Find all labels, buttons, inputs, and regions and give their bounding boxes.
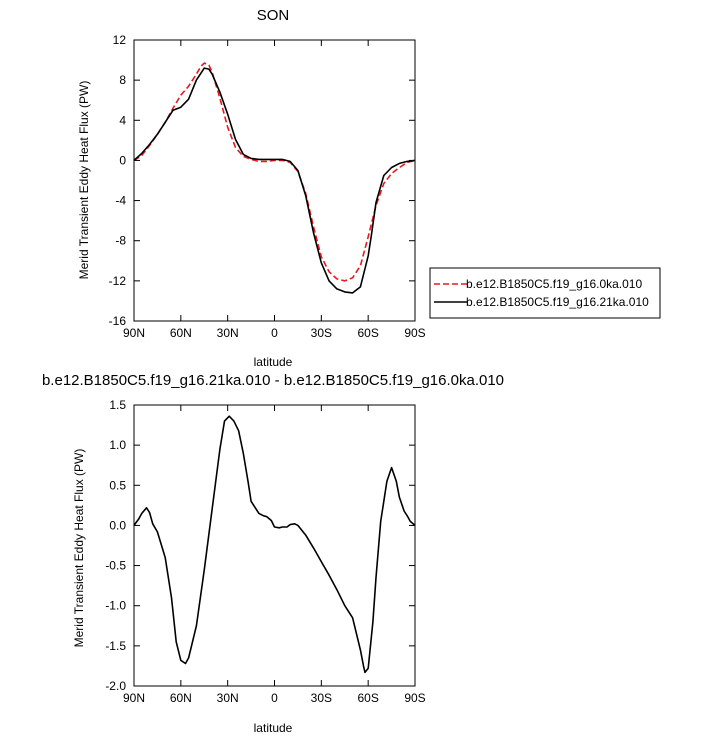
bottom-y-tick-label: 1.5 <box>109 398 126 412</box>
top-y-tick-label: 12 <box>113 33 127 47</box>
top-x-tick-label: 30N <box>217 326 239 340</box>
bottom-y-tick-label: -2.0 <box>105 679 126 693</box>
bottom-y-tick-label: -0.5 <box>105 559 126 573</box>
top-y-tick-label: -8 <box>115 234 126 248</box>
top-series-line-0 <box>133 62 416 282</box>
bottom-x-tick-label: 90N <box>123 691 145 705</box>
bottom-ticks-group: 90N 60N 30N 0 30S 60S 90S 1.5 1.0 0.5 0.0 -0.5 -1.0 -… <box>105 398 425 705</box>
legend-frame <box>429 267 661 319</box>
top-y-axis-label: Merid Transient Eddy Heat Flux (PW) <box>77 81 91 280</box>
top-panel: SON 90N 60N 30N 0 30S 60S 90S 12 8 4 0 -4 -8 -12 -16 l… <box>77 7 661 369</box>
bottom-x-tick-label: 90S <box>404 691 425 705</box>
bottom-x-tick-label: 0 <box>271 691 278 705</box>
top-series-line-1 <box>133 67 416 294</box>
top-x-tick-label: 60N <box>170 326 192 340</box>
top-y-tick-label: -4 <box>115 194 126 208</box>
top-y-tick-label: -16 <box>109 314 127 328</box>
top-x-tick-label: 60S <box>357 326 378 340</box>
bottom-series-line-0 <box>133 415 416 674</box>
legend-label-0ka: b.e12.B1850C5.f19_g16.0ka.010 <box>466 277 642 291</box>
top-y-tick-label: -12 <box>109 274 127 288</box>
top-ticks-group: 90N 60N 30N 0 30S 60S 90S 12 8 4 0 -4 -8 -12 -16 <box>109 33 426 340</box>
top-x-tick-label: 0 <box>271 326 278 340</box>
legend-label-21ka: b.e12.B1850C5.f19_g16.21ka.010 <box>466 295 649 309</box>
top-y-tick-label: 0 <box>119 153 126 167</box>
bottom-x-tick-label: 30S <box>311 691 332 705</box>
top-x-tick-label: 90N <box>123 326 145 340</box>
bottom-chart-title: b.e12.B1850C5.f19_g16.21ka.010 - b.e12.B… <box>42 372 504 389</box>
bottom-x-tick-label: 30N <box>217 691 239 705</box>
bottom-x-axis-label: latitude <box>254 721 293 735</box>
top-x-tick-label: 90S <box>404 326 425 340</box>
top-chart-title: SON <box>257 7 290 24</box>
bottom-y-tick-label: 0.0 <box>109 518 126 532</box>
bottom-y-tick-label: -1.0 <box>105 599 126 613</box>
top-y-tick-label: 4 <box>119 113 126 127</box>
top-y-tick-label: 8 <box>119 73 126 87</box>
bottom-y-axis-label: Merid Transient Eddy Heat Flux (PW) <box>72 449 86 648</box>
bottom-y-tick-label: 0.5 <box>109 478 126 492</box>
bottom-x-tick-label: 60N <box>170 691 192 705</box>
bottom-panel: b.e12.B1850C5.f19_g16.21ka.010 - b.e12.B… <box>42 372 504 735</box>
top-x-tick-label: 30S <box>311 326 332 340</box>
bottom-plot-frame <box>133 404 416 687</box>
top-x-axis-label: latitude <box>254 355 293 369</box>
top-plot-frame <box>133 39 416 322</box>
bottom-y-tick-label: -1.5 <box>105 639 126 653</box>
legend: b.e12.B1850C5.f19_g16.0ka.010 b.e12.B185… <box>429 267 661 319</box>
top-series-group <box>133 62 416 294</box>
bottom-series-group <box>133 415 416 674</box>
bottom-y-tick-label: 1.0 <box>109 438 126 452</box>
bottom-x-tick-label: 60S <box>357 691 378 705</box>
